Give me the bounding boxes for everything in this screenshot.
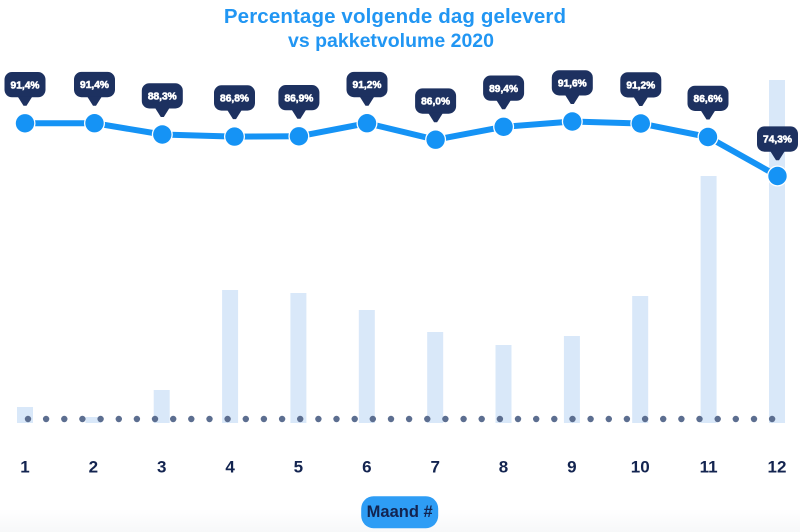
svg-text:12: 12 [768,458,787,477]
svg-text:91,4%: 91,4% [11,80,40,91]
svg-text:91,4%: 91,4% [80,80,109,91]
svg-text:86,8%: 86,8% [220,94,249,105]
svg-text:89,4%: 89,4% [489,84,518,95]
svg-text:91,2%: 91,2% [626,81,655,92]
svg-text:Percentage volgende dag geleve: Percentage volgende dag geleverd [224,5,566,28]
svg-text:88,3%: 88,3% [148,92,177,103]
svg-text:6: 6 [362,458,371,477]
svg-text:86,6%: 86,6% [694,94,723,105]
svg-text:91,6%: 91,6% [558,79,587,90]
svg-text:3: 3 [157,458,166,477]
svg-text:86,0%: 86,0% [421,97,450,108]
svg-text:4: 4 [225,458,235,477]
svg-text:10: 10 [631,458,650,477]
svg-text:Maand #: Maand # [367,503,433,521]
svg-text:86,9%: 86,9% [284,93,313,104]
svg-text:7: 7 [430,458,439,477]
svg-text:11: 11 [700,458,718,477]
svg-text:9: 9 [567,458,576,477]
svg-text:8: 8 [499,458,508,477]
svg-text:vs pakketvolume 2020: vs pakketvolume 2020 [288,30,494,52]
svg-text:5: 5 [294,458,303,477]
svg-text:74,3%: 74,3% [763,135,792,146]
svg-text:1: 1 [20,458,29,477]
svg-text:91,2%: 91,2% [353,80,382,91]
svg-text:2: 2 [89,458,98,477]
